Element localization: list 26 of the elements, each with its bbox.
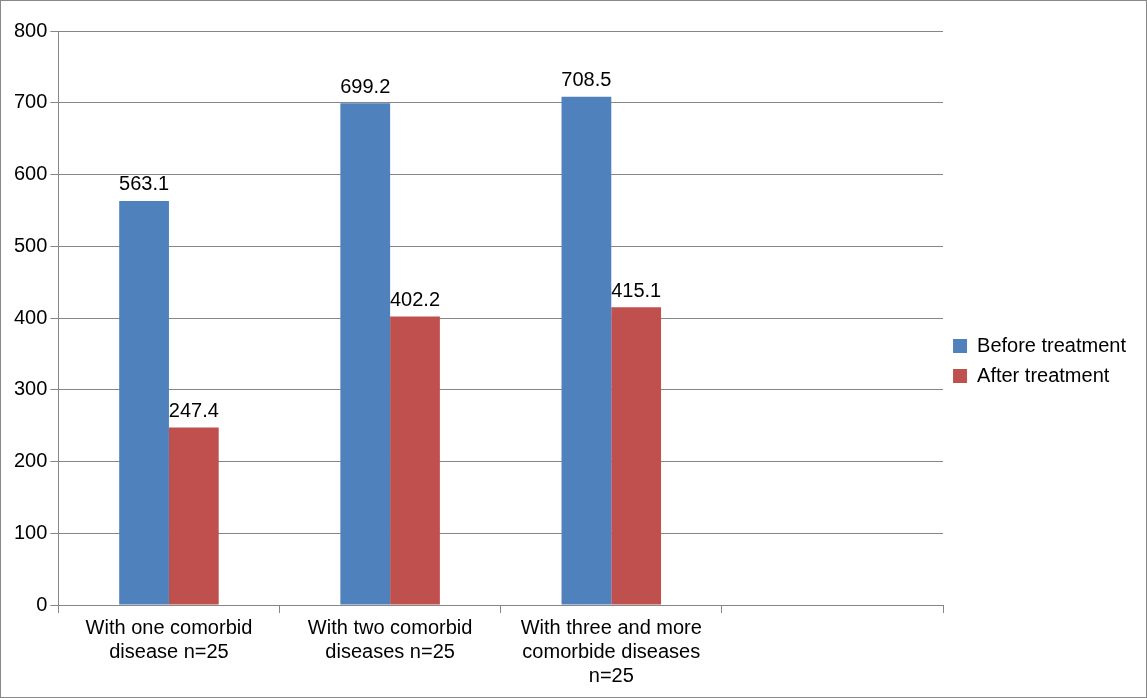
bar	[390, 316, 440, 605]
bar	[340, 103, 391, 605]
x-tick-label: With three and more comorbide diseases n=25	[520, 615, 702, 686]
y-tick-label: 200	[13, 449, 48, 472]
data-label: 699.2	[340, 74, 391, 97]
y-tick-label: 700	[13, 90, 48, 113]
y-tick-label: 100	[13, 520, 48, 543]
bar	[119, 200, 169, 605]
y-tick-label: 600	[13, 162, 48, 185]
y-tick-label: 300	[13, 377, 48, 400]
data-label: 402.2	[389, 287, 441, 310]
x-tick-label: With one comorbid disease n=25	[85, 615, 253, 662]
data-label: 563.1	[119, 172, 170, 195]
data-label: 708.5	[561, 68, 612, 91]
x-tick-label: With two comorbid diseases n=25	[307, 615, 473, 662]
data-label: 247.4	[168, 399, 219, 422]
legend-label: After treatment	[977, 363, 1110, 386]
y-tick-label: 400	[13, 305, 48, 328]
data-label: 415.1	[611, 278, 662, 301]
bar	[561, 96, 612, 605]
y-tick-label: 500	[13, 233, 48, 256]
bar	[168, 427, 219, 605]
legend-label: Before treatment	[977, 333, 1127, 356]
y-tick-label: 0	[36, 592, 48, 615]
bar	[611, 307, 662, 605]
y-tick-label: 800	[13, 18, 48, 41]
